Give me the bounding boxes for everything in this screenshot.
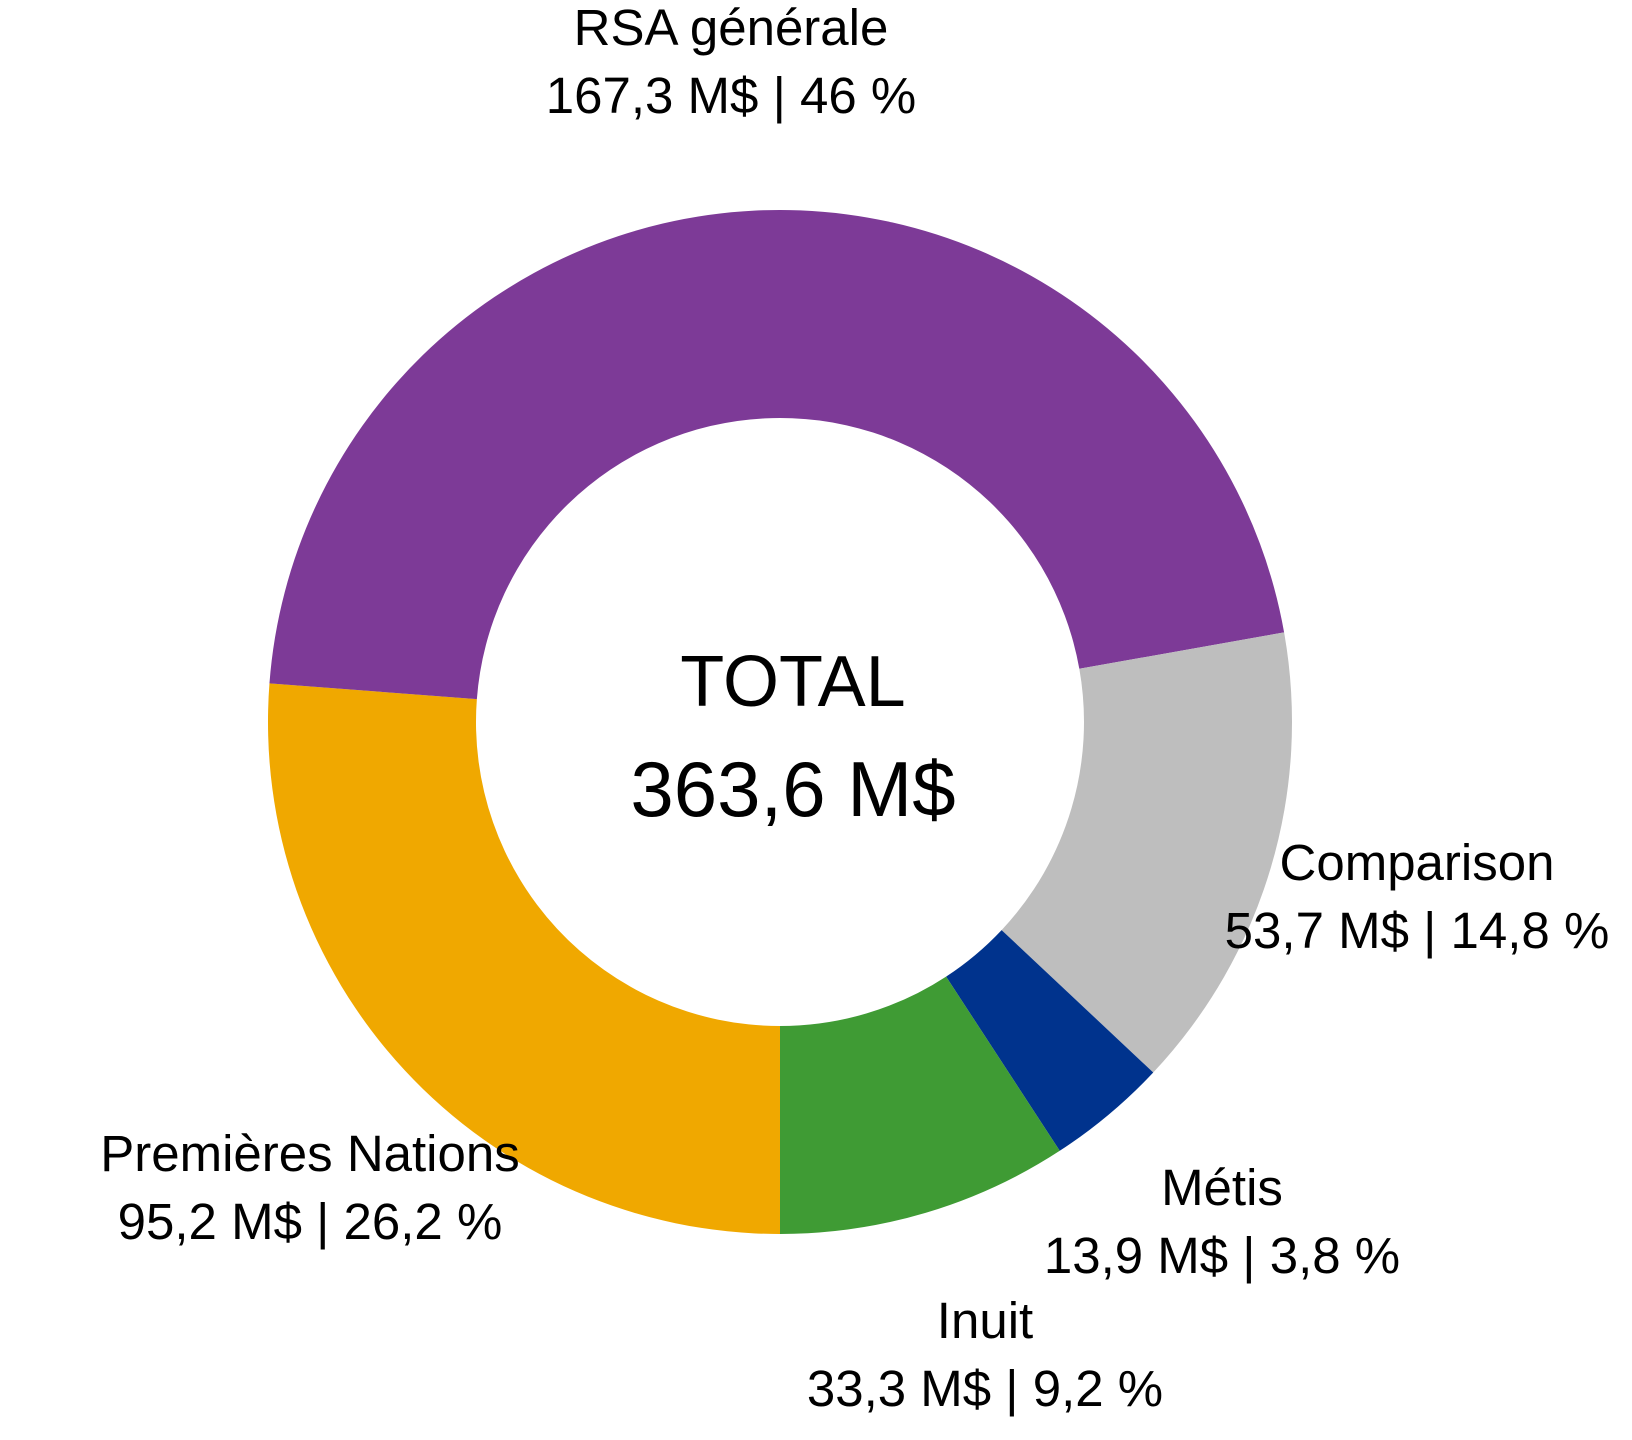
donut-segment-premieres-nations xyxy=(267,683,780,1234)
label-rsa-generale: RSA générale 167,3 M$ | 46 % xyxy=(546,0,916,130)
segment-value-comparison: 53,7 M$ | 14,8 % xyxy=(1224,902,1610,959)
segment-label-comparison: Comparison xyxy=(1279,834,1555,891)
donut-segment-metis xyxy=(946,930,1154,1151)
label-premieres-nations: Premières Nations 95,2 M$ | 26,2 % xyxy=(100,1120,519,1256)
segment-label-rsa-generale: RSA générale xyxy=(573,0,889,56)
donut-segment-inuit xyxy=(780,976,1060,1234)
segment-label-inuit: Inuit xyxy=(936,1292,1034,1349)
segment-value-rsa-generale: 167,3 M$ | 46 % xyxy=(545,67,917,124)
segment-value-inuit: 33,3 M$ | 9,2 % xyxy=(806,1360,1164,1417)
donut-segment-comparison xyxy=(1001,632,1293,1073)
label-metis: Métis 13,9 M$ | 3,8 % xyxy=(1044,1154,1400,1290)
total-label: TOTAL xyxy=(680,642,906,722)
label-inuit: Inuit 33,3 M$ | 9,2 % xyxy=(807,1287,1163,1423)
label-comparison: Comparison 53,7 M$ | 14,8 % xyxy=(1225,829,1610,965)
segment-value-metis: 13,9 M$ | 3,8 % xyxy=(1043,1227,1401,1284)
segment-value-premieres-nations: 95,2 M$ | 26,2 % xyxy=(117,1193,503,1250)
donut-center-text: TOTAL 363,6 M$ xyxy=(630,646,955,828)
segment-label-metis: Métis xyxy=(1161,1159,1283,1216)
donut-segment-rsa-generale xyxy=(269,209,1285,700)
total-value: 363,6 M$ xyxy=(630,745,956,833)
segment-label-premieres-nations: Premières Nations xyxy=(100,1125,520,1182)
